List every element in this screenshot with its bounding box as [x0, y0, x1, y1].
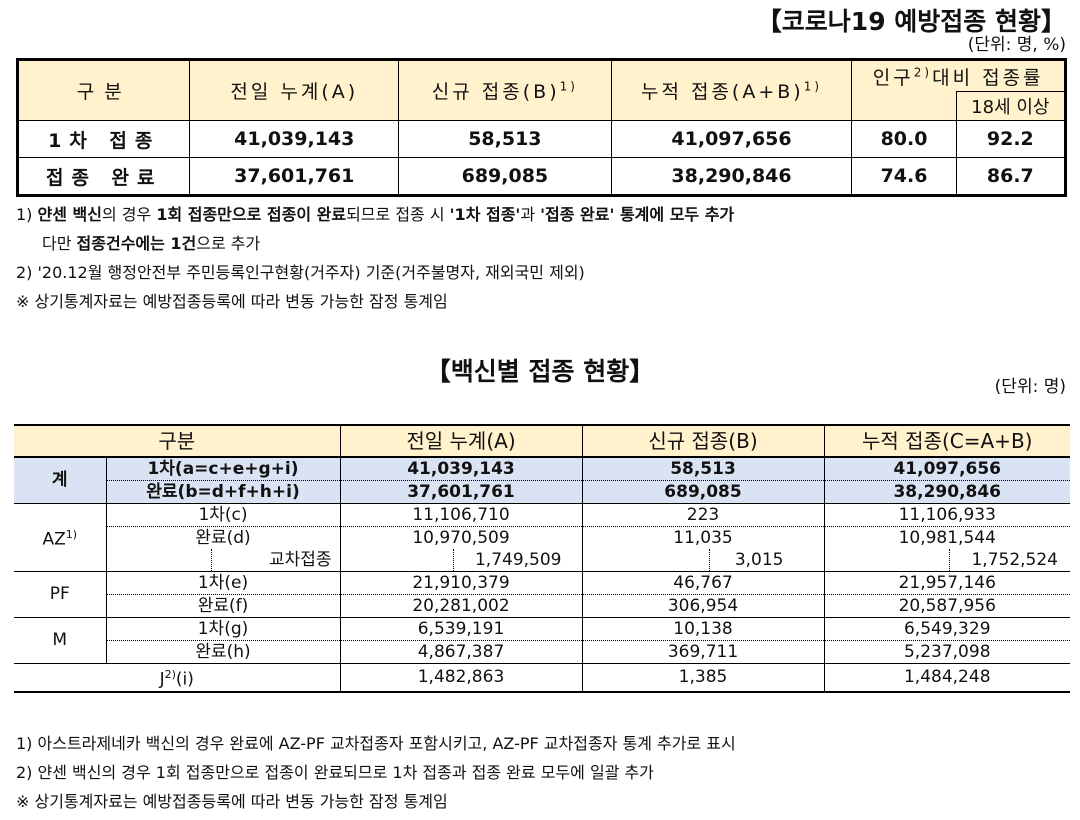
- unit-label: (단위: 명, %): [967, 35, 1066, 55]
- cell-new-cross: 3,015: [581, 549, 824, 572]
- cell-prev: 4,867,387: [339, 640, 582, 664]
- az-sub-first: 1차(c): [106, 503, 340, 527]
- cell-prev: 37,601,761: [189, 157, 400, 196]
- total-sub-done: 완료(b=d+f+h+i): [106, 480, 340, 504]
- pf-label: PF: [14, 571, 107, 618]
- cell-prev: 20,281,002: [339, 594, 582, 618]
- header-new: 신규 접종(B)1): [398, 59, 612, 121]
- cell-new: 306,954: [581, 594, 824, 618]
- cell-new: 223: [581, 503, 824, 527]
- header-category: 구분: [16, 59, 191, 121]
- pf-sub-done: 완료(f): [106, 594, 340, 618]
- cell-adult-ratio: 86.7: [955, 157, 1067, 196]
- row-label-first: 1차 접종: [16, 120, 191, 158]
- cell-new: 369,711: [581, 640, 824, 664]
- cell-new: 46,767: [581, 571, 824, 595]
- cell-cum: 20,587,956: [823, 594, 1070, 618]
- cell-cum: 38,290,846: [610, 157, 853, 196]
- cell-cum-cross: 1,752,524: [823, 549, 1070, 572]
- m-label: M: [14, 617, 107, 664]
- cell-new: 58,513: [581, 457, 824, 481]
- cell-cum: 21,957,146: [823, 571, 1070, 595]
- cell-new: 10,138: [581, 617, 824, 641]
- cell-pop-ratio: 74.6: [851, 157, 957, 196]
- header-adult-ratio: 18세 이상: [955, 91, 1067, 121]
- header-prev-total: 전일 누계(A): [189, 59, 400, 121]
- cell-cum: 38,290,846: [823, 480, 1070, 504]
- header-cum: 누적 접종(C=A+B): [823, 424, 1070, 458]
- cell-pop-ratio: 80.0: [851, 120, 957, 158]
- m-sub-done: 완료(h): [106, 640, 340, 664]
- section-title: 【백신별 접종 현황】: [425, 357, 655, 386]
- az-sub-cross: 교차접종: [106, 549, 340, 572]
- note-2: 2) '20.12월 행정안전부 주민등록인구현황(거주자) 기준(거주불명자,…: [16, 263, 585, 282]
- note-3: ※ 상기통계자료는 예방접종등록에 따라 변동 가능한 잠정 통계임: [16, 792, 448, 811]
- cell-new: 689,085: [581, 480, 824, 504]
- note-1b: 다만 접종건수에는 1건으로 추가: [42, 234, 261, 253]
- cell-prev: 10,970,509: [339, 526, 582, 549]
- cell-prev: 1,482,863: [339, 663, 582, 693]
- cell-adult-ratio: 92.2: [955, 120, 1067, 158]
- header-new: 신규 접종(B): [581, 424, 824, 458]
- cell-prev: 21,910,379: [339, 571, 582, 595]
- az-sub-done: 완료(d): [195, 527, 251, 548]
- unit-label: (단위: 명): [994, 377, 1066, 397]
- cell-cum: 10,981,544: [823, 526, 1070, 549]
- row-label-complete: 접종 완료: [16, 157, 191, 196]
- cell-cum: 41,097,656: [823, 457, 1070, 481]
- header-category: 구분: [14, 424, 340, 458]
- cell-cum: 41,097,656: [610, 120, 853, 158]
- header-prev: 전일 누계(A): [339, 424, 582, 458]
- cell-new: 689,085: [398, 157, 612, 196]
- cell-prev: 37,601,761: [339, 480, 582, 504]
- j-label: J2)(i): [14, 663, 340, 693]
- header-cumulative: 누적 접종(A+B)1): [610, 59, 853, 121]
- cell-prev: 41,039,143: [189, 120, 400, 158]
- note-2: 2) 얀센 백신의 경우 1회 접종만으로 접종이 완료되므로 1차 접종과 접…: [16, 763, 654, 782]
- page-title: 【코로나19 예방접종 현황】: [756, 7, 1066, 36]
- note-3: ※ 상기통계자료는 예방접종등록에 따라 변동 가능한 잠정 통계임: [16, 292, 448, 311]
- cell-new: 11,035: [581, 526, 824, 549]
- cell-cum: 11,106,933: [823, 503, 1070, 527]
- total-sub-first: 1차(a=c+e+g+i): [106, 457, 340, 481]
- cell-cum: 5,237,098: [823, 640, 1070, 664]
- vaccine-table: 구분 전일 누계(A) 신규 접종(B) 누적 접종(C=A+B) 계 1차(a…: [14, 424, 1070, 693]
- note-1: 1) 얀센 백신의 경우 1회 접종만으로 접종이 완료되므로 접종 시 '1차…: [16, 205, 735, 224]
- note-1: 1) 아스트라제네카 백신의 경우 완료에 AZ-PF 교차접종자 포함시키고,…: [16, 734, 736, 753]
- total-label: 계: [14, 457, 107, 504]
- vaccination-summary-table: 구분 전일 누계(A) 신규 접종(B)1) 누적 접종(A+B)1) 인구2)…: [16, 58, 1067, 197]
- cell-prev-cross: 1,749,509: [339, 549, 582, 572]
- m-sub-first: 1차(g): [106, 617, 340, 641]
- cell-prev: 41,039,143: [339, 457, 582, 481]
- cell-new: 58,513: [398, 120, 612, 158]
- cell-cum: 1,484,248: [823, 663, 1070, 693]
- az-label: AZ1): [14, 503, 107, 572]
- cell-prev: 6,539,191: [339, 617, 582, 641]
- cell-cum: 6,549,329: [823, 617, 1070, 641]
- notes-bottom: 1) 아스트라제네카 백신의 경우 완료에 AZ-PF 교차접종자 포함시키고,…: [16, 729, 736, 816]
- notes-top: 1) 얀센 백신의 경우 1회 접종만으로 접종이 완료되므로 접종 시 '1차…: [16, 200, 734, 316]
- pf-sub-first: 1차(e): [106, 571, 340, 595]
- header-ratio: 인구2)대비 접종률: [851, 59, 1066, 92]
- cell-prev: 11,106,710: [339, 503, 582, 527]
- cell-new: 1,385: [581, 663, 824, 693]
